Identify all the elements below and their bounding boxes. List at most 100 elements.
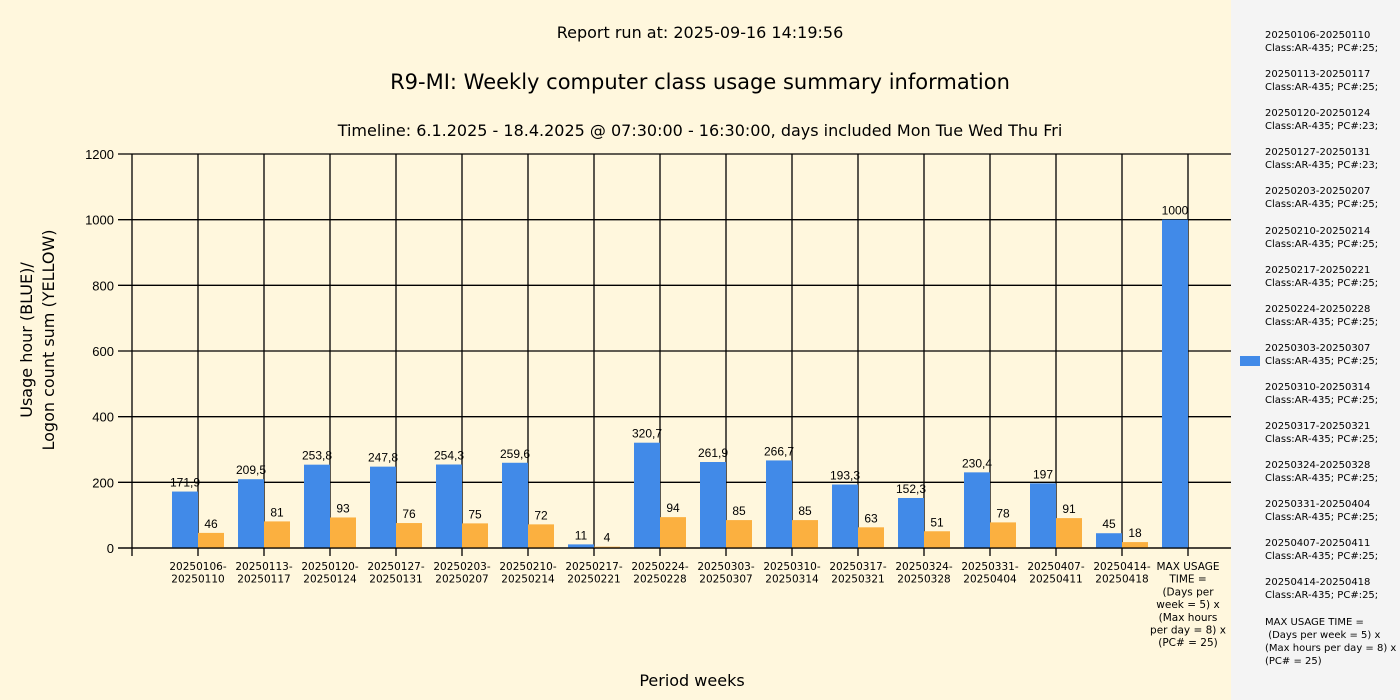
data-label: 320,7 [632, 427, 662, 441]
data-label: 259,6 [500, 447, 530, 461]
y-tick-label: 800 [92, 278, 114, 293]
legend: 20250106-20250110 Class:AR-435; PC#:25; 2… [1231, 0, 1400, 700]
data-label: 247,8 [368, 451, 398, 465]
data-label: 78 [996, 506, 1010, 520]
x-tick-label: 20250113-20250117 [235, 561, 292, 586]
bar-logon-count [858, 527, 884, 548]
bar-usage-hours [634, 442, 660, 548]
data-label: 266,7 [764, 444, 794, 458]
data-label: 75 [468, 507, 482, 521]
y-axis-label: Usage hour (BLUE)/ [17, 262, 36, 418]
legend-entry: 20250303-20250307 Class:AR-435; PC#:25; [1265, 342, 1379, 367]
data-label: 72 [534, 508, 548, 522]
data-label: 152,3 [896, 482, 926, 496]
data-label: 46 [204, 517, 218, 531]
x-tick-label: 20250203-20250207 [433, 561, 490, 586]
bar-usage-hours [370, 466, 396, 548]
data-label: 253,8 [302, 449, 332, 463]
bar-usage-hours [502, 462, 528, 548]
data-label: 18 [1128, 526, 1142, 540]
x-tick-label: 20250217-20250221 [565, 561, 622, 586]
legend-swatch [1240, 355, 1260, 366]
data-label: 171,9 [170, 476, 200, 490]
bar-usage-hours [766, 460, 792, 548]
data-label: 94 [666, 501, 680, 515]
legend-entry: 20250113-20250117 Class:AR-435; PC#:25; [1265, 69, 1379, 94]
bar-usage-hours [964, 472, 990, 548]
data-label: 261,9 [698, 446, 728, 460]
data-label: 76 [402, 507, 416, 521]
x-tick-label: 20250224-20250228 [631, 561, 688, 586]
data-label: 85 [798, 504, 812, 518]
report-run-timestamp: Report run at: 2025-09-16 14:19:56 [556, 23, 844, 42]
y-tick-label: 0 [107, 541, 114, 556]
data-label: 51 [930, 515, 944, 529]
legend-entry: 20250120-20250124 Class:AR-435; PC#:23; [1265, 108, 1379, 133]
bar-logon-count [924, 531, 950, 548]
x-tick-label: 20250407-20250411 [1027, 561, 1084, 586]
legend-entry: 20250210-20250214 Class:AR-435; PC#:25; [1265, 225, 1379, 250]
bar-logon-count [396, 523, 422, 548]
bar-logon-count [990, 522, 1016, 548]
data-label: 209,5 [236, 463, 266, 477]
y-tick-label: 1200 [85, 147, 114, 162]
data-label: 85 [732, 504, 746, 518]
bar-usage-hours [1162, 219, 1188, 548]
legend-entry: 20250224-20250228 Class:AR-435; PC#:25; [1265, 303, 1379, 328]
x-tick-label: MAX USAGE TIME = (Days per week = 5) x (Max … [1150, 561, 1226, 649]
bar-logon-count [330, 517, 356, 548]
x-tick-label: 20250127-20250131 [367, 561, 424, 586]
bar-usage-hours [898, 497, 924, 548]
data-label: 254,3 [434, 449, 464, 463]
y-tick-label: 200 [92, 475, 114, 490]
legend-entry: 20250106-20250110 Class:AR-435; PC#:25; [1265, 30, 1379, 54]
x-axis-label: Period weeks [639, 671, 744, 690]
legend-entry: 20250203-20250207 Class:AR-435; PC#:25; [1265, 186, 1379, 211]
bar-logon-count [264, 521, 290, 548]
data-label: 197 [1033, 467, 1053, 481]
bar-usage-hours [1096, 533, 1122, 548]
legend-entry: MAX USAGE TIME = (Days per week = 5) x (… [1265, 616, 1397, 667]
bar-logon-count [726, 520, 752, 548]
bar-logon-count [198, 532, 224, 548]
bar-logon-count [1056, 518, 1082, 548]
legend-entry: 20250324-20250328 Class:AR-435; PC#:25; [1265, 460, 1379, 485]
data-label: 11 [575, 528, 588, 542]
y-tick-label: 600 [92, 344, 114, 359]
chart-title: R9-MI: Weekly computer class usage summa… [390, 70, 1010, 94]
data-label: 4 [604, 531, 611, 545]
bar-usage-hours [832, 484, 858, 548]
data-label: 1000 [1162, 204, 1189, 218]
y-tick-label: 400 [92, 410, 114, 425]
legend-entry: 20250127-20250131 Class:AR-435; PC#:23; [1265, 147, 1379, 172]
bar-logon-count [594, 546, 620, 548]
bar-logon-count [528, 524, 554, 548]
legend-entry: 20250217-20250221 Class:AR-435; PC#:25; [1265, 264, 1379, 289]
data-label: 45 [1102, 517, 1116, 531]
bar-usage-hours [700, 462, 726, 548]
x-tick-label: 20250303-20250307 [697, 561, 754, 586]
bar-usage-hours [436, 464, 462, 548]
x-tick-label: 20250414-20250418 [1093, 561, 1150, 586]
legend-entry: 20250310-20250314 Class:AR-435; PC#:25; [1265, 381, 1379, 406]
x-tick-label: 20250331-20250404 [961, 561, 1018, 586]
x-tick-label: 20250317-20250321 [829, 561, 886, 586]
legend-entry: 20250331-20250404 Class:AR-435; PC#:25; [1265, 499, 1379, 524]
legend-entry: 20250407-20250411 Class:AR-435; PC#:25; [1265, 538, 1379, 563]
x-tick-label: 20250106-20250110 [169, 561, 226, 586]
bar-logon-count [1122, 542, 1148, 548]
bar-chart: 0 200 400 600 800 1000 1200 171,9 209,5 253,8 247,… [17, 147, 1231, 690]
x-tick-label: 20250120-20250124 [301, 561, 358, 586]
bar-usage-hours [568, 544, 594, 548]
bar-usage-hours [172, 491, 198, 548]
bar-usage-hours [1030, 483, 1056, 548]
legend-entry: 20250317-20250321 Class:AR-435; PC#:25; [1265, 421, 1379, 445]
data-label: 230,4 [962, 456, 992, 470]
data-label: 93 [336, 501, 350, 515]
data-label: 91 [1062, 502, 1076, 516]
chart-subtitle: Timeline: 6.1.2025 - 18.4.2025 @ 07:30:0… [337, 121, 1063, 140]
data-label: 81 [270, 505, 284, 519]
bar-usage-hours [304, 464, 330, 548]
x-tick-label: 20250310-20250314 [763, 561, 820, 586]
x-tick-label: 20250210-20250214 [499, 561, 556, 586]
